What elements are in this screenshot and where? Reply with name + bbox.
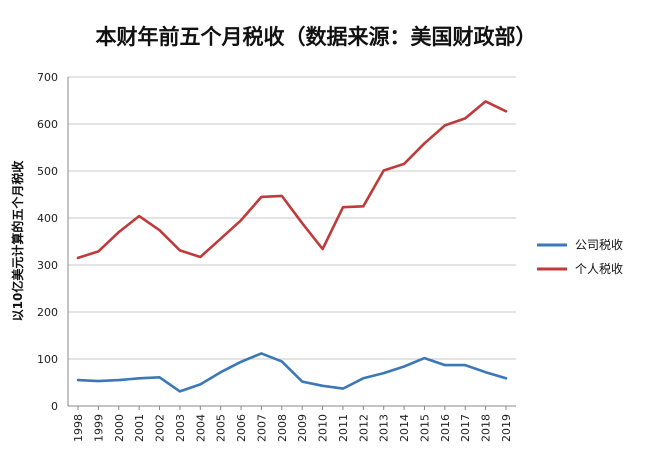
y-axis-label: 以10亿美元计算的五个月税收 xyxy=(10,161,25,322)
y-tick-label: 400 xyxy=(37,212,58,225)
x-tick-label: 2014 xyxy=(398,414,411,442)
x-tick-label: 2002 xyxy=(154,414,167,442)
x-tick-label: 1999 xyxy=(92,414,105,442)
x-tick-label: 2008 xyxy=(276,414,289,442)
x-tick-label: 2018 xyxy=(480,414,493,442)
chart-title: 本财年前五个月税收（数据来源：美国财政部） xyxy=(96,25,537,49)
x-tick-label: 2012 xyxy=(357,414,370,442)
x-tick-label: 2001 xyxy=(133,414,146,442)
x-tick-label: 2019 xyxy=(500,414,513,442)
y-tick-label: 100 xyxy=(37,353,58,366)
legend-label: 公司税收 xyxy=(575,238,623,252)
x-tick-label: 2005 xyxy=(215,414,228,442)
x-tick-label: 2006 xyxy=(235,414,248,442)
x-tick-label: 2004 xyxy=(194,414,207,442)
y-tick-label: 200 xyxy=(37,306,58,319)
y-tick-label: 700 xyxy=(37,71,58,84)
series-lines xyxy=(76,100,508,393)
x-tick-label: 1998 xyxy=(72,414,85,442)
x-tick-label: 2011 xyxy=(337,414,350,442)
series-line xyxy=(76,100,508,260)
x-tick-label: 2007 xyxy=(255,414,268,442)
x-tick-label: 2010 xyxy=(317,414,330,442)
legend-label: 个人税收 xyxy=(575,262,623,276)
x-tick-label: 2013 xyxy=(378,414,391,442)
x-tick-label: 2003 xyxy=(174,414,187,442)
x-tick-label: 2015 xyxy=(418,414,431,442)
x-axis-ticks: 1998 1999 2000 2001 2002 2003 2004 2005 2006 2007… xyxy=(72,406,513,442)
x-tick-label: 2016 xyxy=(439,414,452,442)
x-tick-label: 2009 xyxy=(296,414,309,442)
x-tick-label: 2000 xyxy=(113,414,126,442)
x-tick-label: 2017 xyxy=(459,414,472,442)
y-tick-label: 500 xyxy=(37,165,58,178)
y-tick-label: 0 xyxy=(51,400,58,413)
y-tick-label: 600 xyxy=(37,118,58,131)
series-line xyxy=(76,352,508,393)
y-axis-ticks: 0 100 200 300 400 500 600 700 xyxy=(37,71,58,413)
y-tick-label: 300 xyxy=(37,259,58,272)
grid-lines xyxy=(67,76,516,407)
